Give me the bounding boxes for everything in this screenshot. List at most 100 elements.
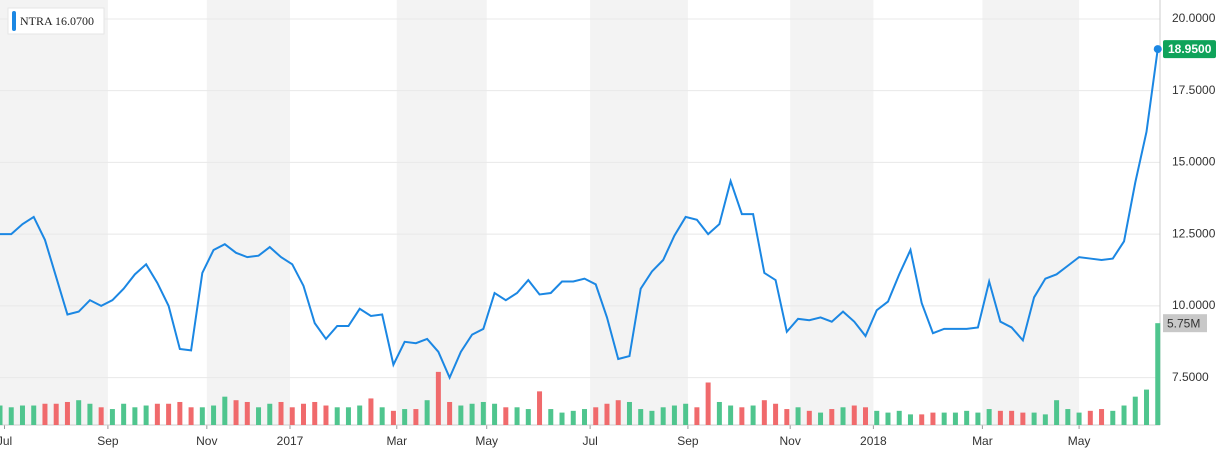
volume-bar	[525, 409, 531, 425]
volume-bar	[784, 409, 790, 425]
volume-bar	[1076, 412, 1082, 425]
volume-bar	[379, 407, 385, 425]
volume-bar	[795, 407, 801, 425]
volume-bar	[581, 409, 587, 425]
volume-bar	[98, 407, 104, 425]
volume-bar	[1155, 323, 1161, 425]
volume-bar	[8, 407, 14, 425]
volume-bar	[64, 401, 70, 425]
volume-bar	[19, 405, 25, 425]
x-tick-label: Jul	[582, 434, 597, 448]
last-point	[1153, 45, 1162, 54]
y-tick-label: 20.0000	[1172, 11, 1216, 25]
volume-bar	[109, 409, 115, 425]
x-tick-label: Jul	[0, 434, 12, 448]
volume-bar	[413, 409, 419, 425]
legend-box	[7, 7, 105, 35]
volume-bar	[773, 403, 779, 425]
volume-bar	[345, 407, 351, 425]
volume-bar	[211, 405, 217, 425]
volume-bar	[1042, 414, 1048, 425]
y-tick-label: 7.5000	[1172, 370, 1209, 384]
volume-bar	[851, 405, 857, 425]
legend-value: 16.0700	[55, 14, 94, 28]
volume-bar	[514, 407, 520, 425]
x-tick-label: Sep	[677, 434, 699, 448]
volume-bar	[885, 412, 891, 425]
volume-bar	[604, 403, 610, 425]
legend-name: NTRA	[20, 14, 53, 28]
volume-bar	[1099, 409, 1105, 425]
volume-bar	[1009, 410, 1015, 425]
volume-bar	[694, 407, 700, 425]
y-tick-label: 12.5000	[1172, 226, 1216, 240]
x-tick-label: Mar	[386, 434, 407, 448]
volume-bar	[469, 403, 475, 425]
volume-bar	[424, 400, 430, 425]
y-tick-label: 10.0000	[1172, 298, 1216, 312]
volume-bar	[267, 403, 273, 425]
volume-bar	[447, 401, 453, 425]
volume-bar	[76, 400, 82, 425]
volume-bar	[222, 396, 228, 425]
volume-bar	[930, 412, 936, 425]
volume-bar	[548, 409, 554, 425]
volume-bar	[323, 405, 329, 425]
volume-bar	[121, 403, 127, 425]
volume-bar	[986, 409, 992, 425]
volume-bar	[615, 400, 621, 425]
x-tick-label: May	[1068, 434, 1091, 448]
price-line	[0, 48, 1159, 381]
volume-bar	[975, 412, 981, 425]
volume-bar	[188, 407, 194, 425]
month-band	[206, 0, 290, 425]
month-band	[0, 0, 108, 425]
volume-bar	[559, 412, 565, 425]
volume-bar	[154, 403, 160, 425]
volume-bar	[1144, 389, 1150, 425]
volume-bar	[132, 407, 138, 425]
volume-bar	[480, 401, 486, 425]
month-band	[590, 0, 688, 425]
volume-bar	[435, 371, 441, 425]
volume-bar	[300, 403, 306, 425]
volume-bar	[503, 407, 509, 425]
volume-bar	[941, 412, 947, 425]
volume-bar	[492, 403, 498, 425]
volume-bar	[87, 403, 93, 425]
volume-bar	[593, 407, 599, 425]
volume-bar	[402, 409, 408, 425]
volume-bar	[919, 414, 925, 425]
volume-bar	[806, 410, 812, 425]
volume-bar	[964, 410, 970, 425]
volume-bar	[829, 409, 835, 425]
volume-bar	[671, 405, 677, 425]
volume-bar	[638, 409, 644, 425]
volume-badge	[1163, 314, 1207, 333]
y-tick-label: 17.5000	[1172, 83, 1216, 97]
volume-bar	[1020, 412, 1026, 425]
volume-bar	[256, 407, 262, 425]
volume-badge-label: 5.75M	[1167, 316, 1200, 330]
y-tick-label: 15.0000	[1172, 155, 1216, 169]
x-tick-label: 2018	[860, 434, 887, 448]
volume-bar	[660, 407, 666, 425]
volume-bar	[728, 405, 734, 425]
month-band	[982, 0, 1080, 425]
volume-bar	[705, 382, 711, 425]
volume-bar	[166, 403, 172, 425]
month-band	[396, 0, 487, 425]
volume-bar	[997, 410, 1003, 425]
volume-bar	[1054, 400, 1060, 425]
volume-bar	[199, 407, 205, 425]
volume-bar	[1065, 409, 1071, 425]
volume-bar	[177, 401, 183, 425]
x-tick-label: Nov	[780, 434, 801, 448]
volume-bar	[649, 410, 655, 425]
volume-bar	[278, 401, 284, 425]
volume-bar	[143, 405, 149, 425]
volume-bar	[874, 410, 880, 425]
volume-bar	[896, 410, 902, 425]
